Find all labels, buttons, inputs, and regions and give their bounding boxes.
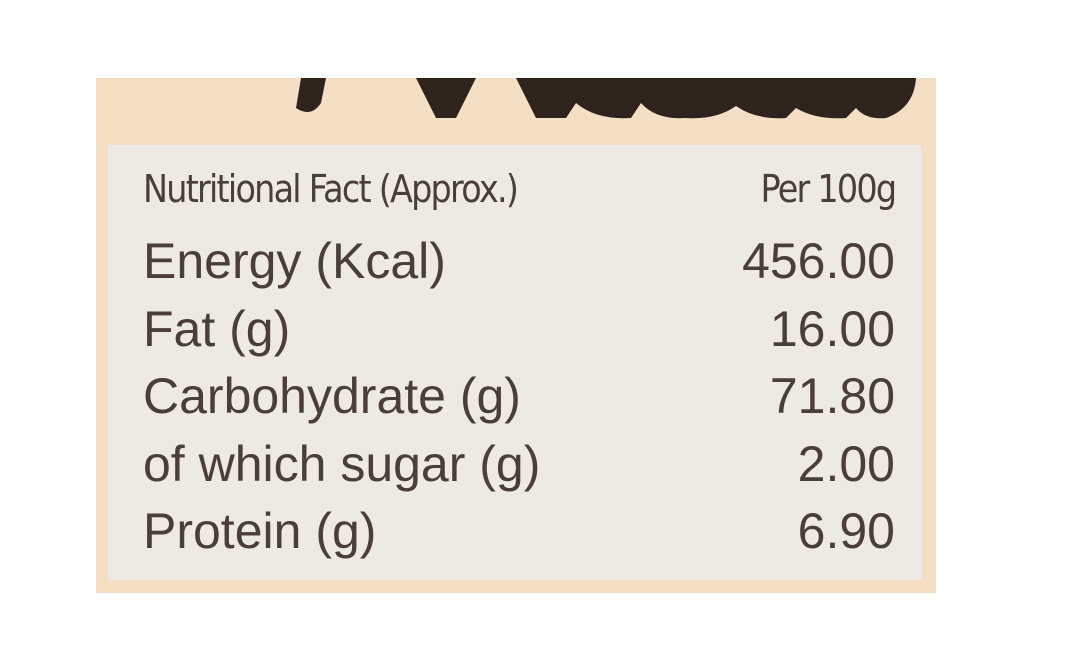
nutrient-row: Energy (Kcal) 456.00 [143,233,895,289]
nutrient-row: Carbohydrate (g) 71.80 [143,368,895,424]
nutrient-name: of which sugar (g) [143,435,541,492]
nutrient-value: 71.80 [769,368,895,424]
header-row: Nutritional Fact (Approx.) Per 100g [143,167,897,211]
nutrient-value: 6.90 [797,503,895,559]
nutrient-row: Fat (g) 16.00 [143,301,895,357]
nutrient-name: Protein (g) [143,503,377,559]
nutrient-name: Carbohydrate (g) [143,368,521,424]
header-value: Per 100g [760,167,897,211]
nutrient-name: Energy (Kcal) [143,233,446,289]
nutrient-value: 456.00 [742,233,895,289]
nutrient-row: of which sugar (g) 2.00 [143,436,895,492]
nutrient-value: 2.00 [797,435,895,492]
table-panel: Nutritional Fact (Approx.) Per 100g Energy… [108,145,922,580]
nutrient-row: Protein (g) 6.90 [143,503,895,559]
nutrition-label: Nutritional Fact (Approx.) Per 100g Energy… [96,78,936,593]
nutrient-value: 16.00 [769,300,895,357]
brand-lettering [96,78,916,119]
nutrient-name: Fat (g) [143,300,291,357]
header-label: Nutritional Fact (Approx.) [143,167,519,211]
